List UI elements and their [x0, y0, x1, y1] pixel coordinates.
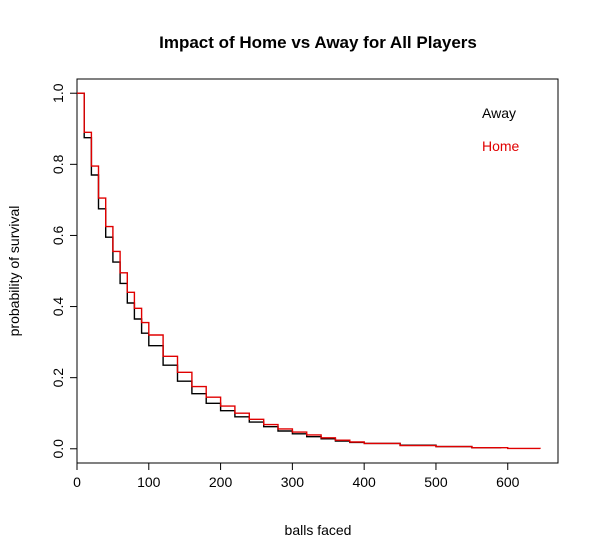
y-tick-label: 0.6 — [50, 226, 66, 246]
plot-frame — [76, 78, 559, 464]
legend: Away Home — [482, 105, 520, 154]
series-line-away — [77, 92, 502, 449]
legend-entry-home: Home — [482, 138, 520, 154]
y-tick-label: 1.0 — [50, 83, 66, 103]
x-tick-label: 500 — [424, 474, 448, 490]
chart-title: Impact of Home vs Away for All Players — [159, 33, 477, 52]
legend-entry-away: Away — [482, 105, 516, 121]
x-tick-label: 600 — [496, 474, 520, 490]
x-tick-label: 300 — [281, 474, 305, 490]
y-tick-label: 0.0 — [50, 439, 66, 459]
x-axis: 0 100 200 300 400 500 600 — [73, 463, 520, 490]
y-axis-label: probability of survival — [6, 206, 22, 337]
y-tick-label: 0.8 — [50, 154, 66, 174]
y-tick-label: 0.4 — [50, 297, 66, 317]
series-line-home — [77, 92, 541, 450]
x-tick-label: 0 — [73, 474, 81, 490]
y-tick-label: 0.2 — [50, 368, 66, 388]
series-layer — [77, 92, 541, 450]
y-axis: 0.0 0.2 0.4 0.6 0.8 1.0 — [50, 83, 77, 459]
x-axis-label: balls faced — [285, 522, 352, 538]
x-tick-label: 200 — [209, 474, 233, 490]
x-tick-label: 400 — [352, 474, 376, 490]
x-tick-label: 100 — [137, 474, 161, 490]
